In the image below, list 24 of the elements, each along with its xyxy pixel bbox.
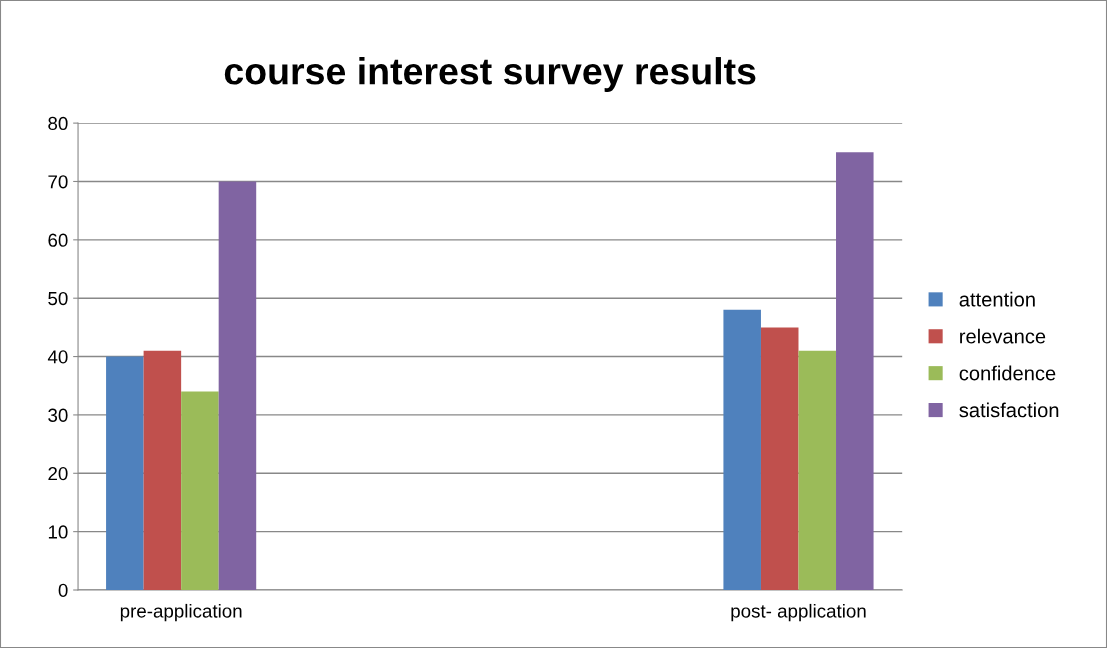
bar	[218, 181, 257, 590]
legend-label: confidence	[959, 365, 1056, 381]
x-tick-label: pre-application	[120, 603, 242, 622]
y-tick-label: 40	[47, 350, 68, 364]
legend-label: relevance	[960, 328, 1046, 344]
y-tick-label: 60	[48, 233, 68, 247]
y-tick-label: 10	[48, 525, 68, 539]
y-tick-label: 30	[48, 408, 68, 422]
legend-label: attention	[959, 291, 1035, 307]
bar	[106, 356, 144, 590]
y-tick-label: 20	[48, 466, 68, 481]
bar	[723, 309, 761, 590]
bar	[143, 350, 182, 590]
legend-label: satisfaction	[959, 402, 1059, 418]
x-tick-label: post- application	[731, 603, 866, 622]
bar	[760, 327, 799, 590]
y-tick-label: 80	[48, 116, 68, 131]
y-tick-label: 50	[48, 291, 68, 306]
y-tick-label: 0	[58, 583, 68, 597]
y-tick-label: 70	[48, 175, 68, 189]
bar	[181, 391, 219, 590]
chart-title: course interest survey results	[224, 57, 756, 93]
bar	[836, 152, 874, 590]
bar	[798, 350, 837, 590]
